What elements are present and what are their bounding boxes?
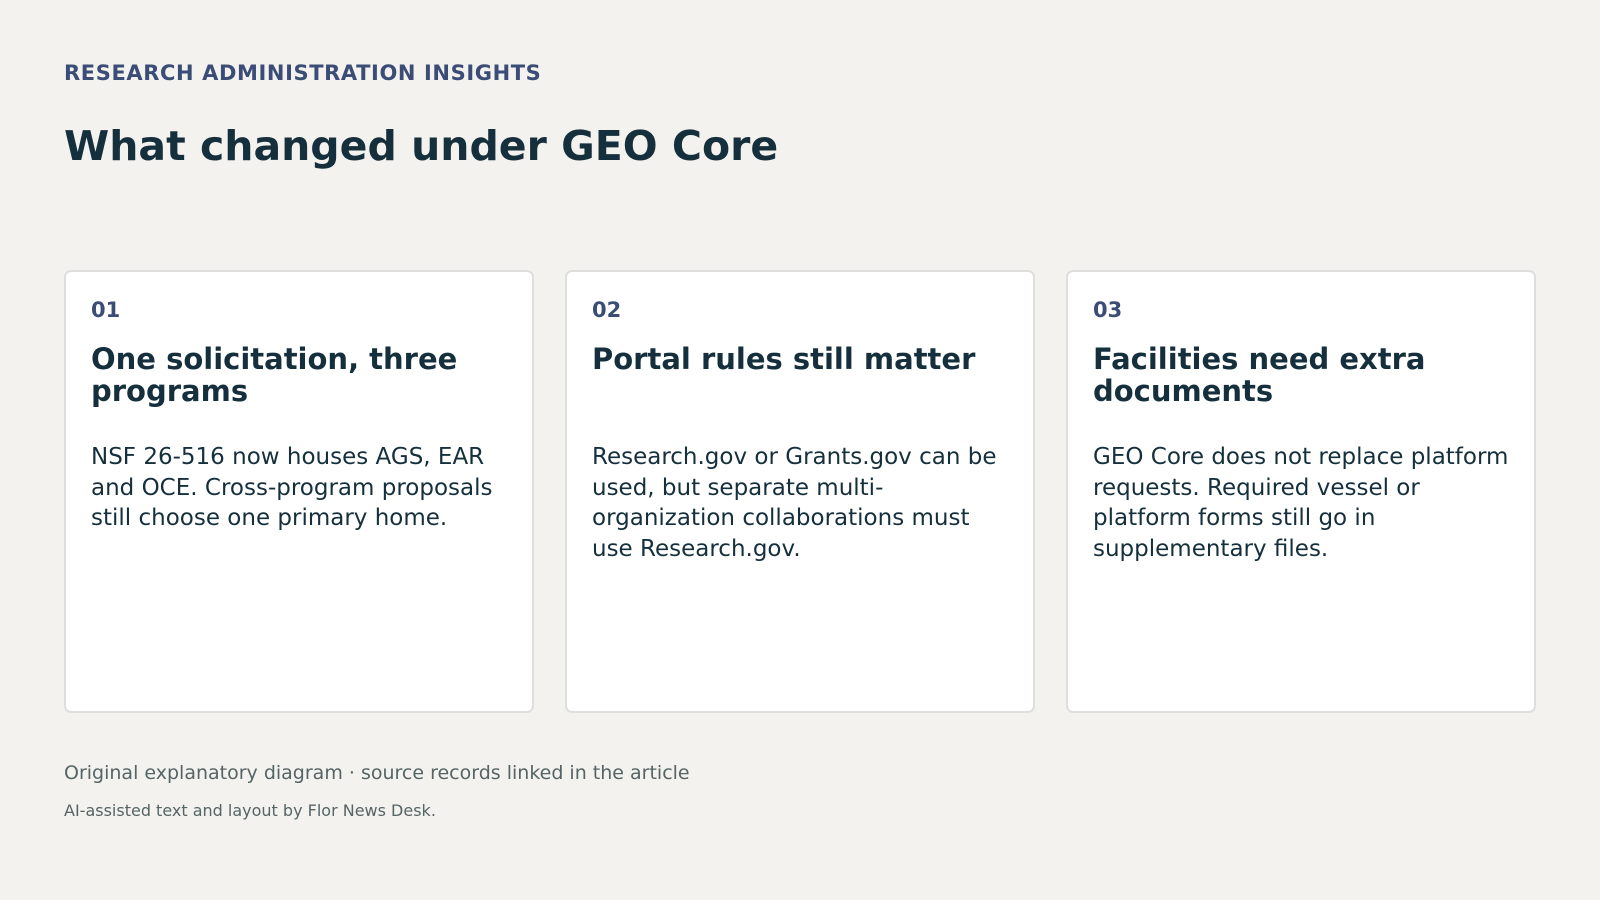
card-number: 02	[592, 298, 622, 322]
card-body: NSF 26-516 now houses AGS, EAR and OCE. …	[91, 444, 493, 531]
card-heading: Portal rules still matter	[592, 342, 976, 376]
card-2: 02 Portal rules still matter Research.go…	[565, 270, 1035, 713]
diagram-caption: Original explanatory diagram · source re…	[64, 762, 690, 784]
card-heading: Facilities need extra documents	[1093, 342, 1426, 408]
section-eyebrow: RESEARCH ADMINISTRATION INSIGHTS	[64, 61, 542, 85]
cards-row: 01 One solicitation, three programs NSF …	[64, 270, 1536, 713]
card-number: 01	[91, 298, 121, 322]
card-1: 01 One solicitation, three programs NSF …	[64, 270, 534, 713]
card-number: 03	[1093, 298, 1123, 322]
card-3: 03 Facilities need extra documents GEO C…	[1066, 270, 1536, 713]
card-body: Research.gov or Grants.gov can be used, …	[592, 444, 997, 562]
credit-line: AI-assisted text and layout by Flor News…	[64, 801, 436, 820]
card-heading: One solicitation, three programs	[91, 342, 458, 408]
card-body: GEO Core does not replace platform reque…	[1093, 444, 1509, 562]
page-title: What changed under GEO Core	[64, 122, 779, 170]
